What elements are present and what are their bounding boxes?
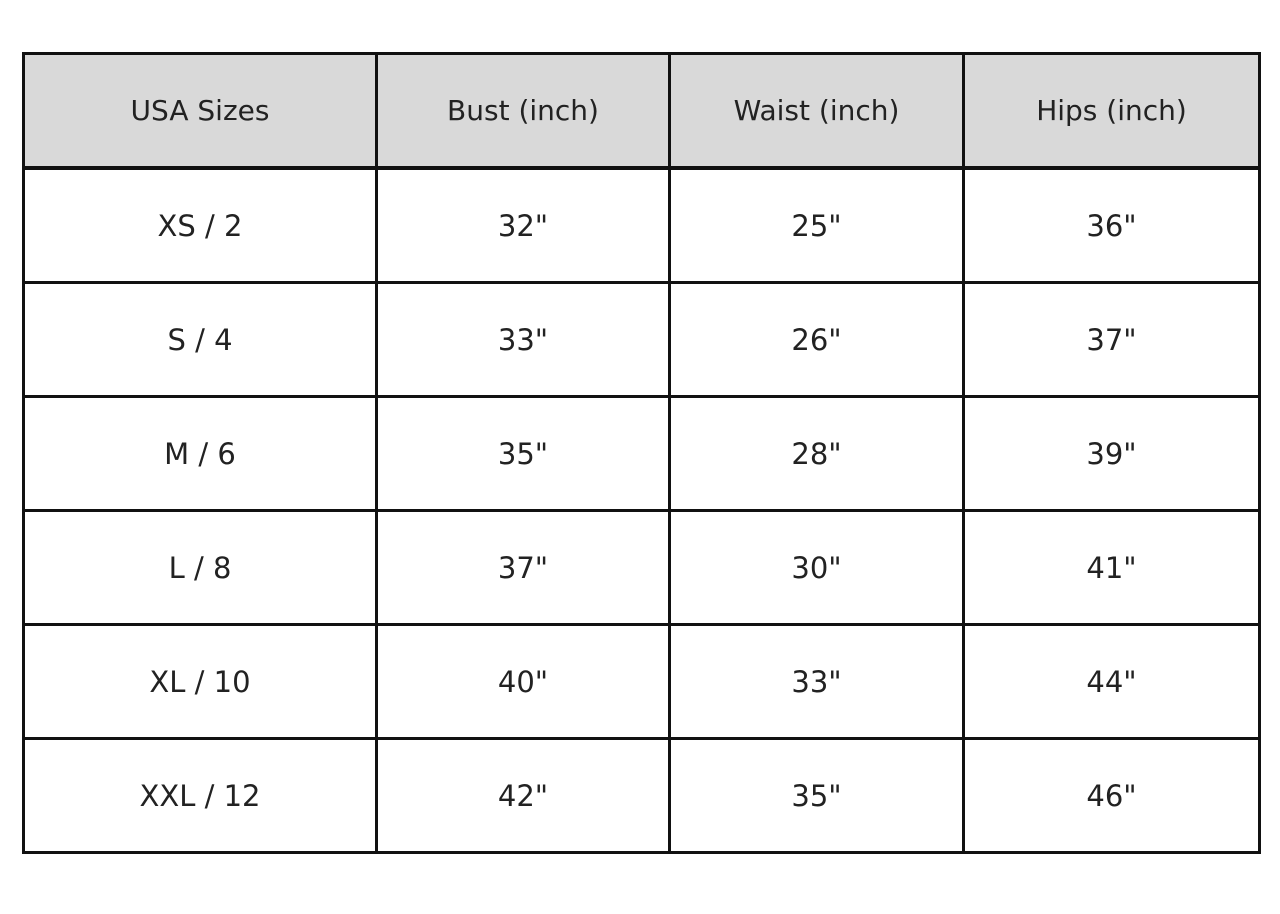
cell-size: M / 6 (22, 395, 378, 512)
cell-waist: 33" (668, 623, 965, 740)
header-usa-sizes: USA Sizes (22, 52, 378, 170)
table-row: L / 8 37" 30" 41" (22, 509, 1261, 626)
cell-waist: 35" (668, 737, 965, 854)
table-row: S / 4 33" 26" 37" (22, 281, 1261, 398)
cell-bust: 35" (375, 395, 671, 512)
cell-size: XL / 10 (22, 623, 378, 740)
cell-waist: 25" (668, 166, 965, 284)
cell-hips: 46" (962, 737, 1261, 854)
cell-bust: 33" (375, 281, 671, 398)
cell-hips: 37" (962, 281, 1261, 398)
cell-hips: 36" (962, 166, 1261, 284)
header-waist: Waist (inch) (668, 52, 965, 170)
cell-waist: 26" (668, 281, 965, 398)
header-bust: Bust (inch) (375, 52, 671, 170)
cell-waist: 30" (668, 509, 965, 626)
cell-hips: 39" (962, 395, 1261, 512)
cell-size: XS / 2 (22, 166, 378, 284)
header-hips: Hips (inch) (962, 52, 1261, 170)
size-chart-table: USA Sizes Bust (inch) Waist (inch) Hips … (22, 52, 1261, 854)
cell-hips: 44" (962, 623, 1261, 740)
cell-bust: 32" (375, 166, 671, 284)
cell-bust: 40" (375, 623, 671, 740)
cell-size: XXL / 12 (22, 737, 378, 854)
cell-waist: 28" (668, 395, 965, 512)
table-row: XL / 10 40" 33" 44" (22, 623, 1261, 740)
table-row: M / 6 35" 28" 39" (22, 395, 1261, 512)
cell-size: L / 8 (22, 509, 378, 626)
cell-hips: 41" (962, 509, 1261, 626)
table-row: XXL / 12 42" 35" 46" (22, 737, 1261, 854)
header-row: USA Sizes Bust (inch) Waist (inch) Hips … (22, 52, 1261, 170)
table-row: XS / 2 32" 25" 36" (22, 166, 1261, 284)
cell-bust: 42" (375, 737, 671, 854)
cell-size: S / 4 (22, 281, 378, 398)
cell-bust: 37" (375, 509, 671, 626)
